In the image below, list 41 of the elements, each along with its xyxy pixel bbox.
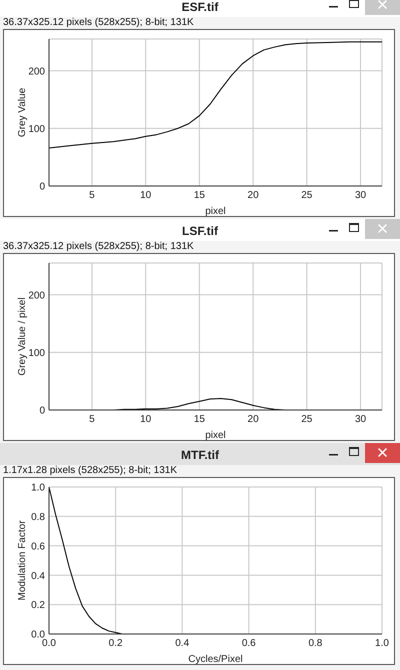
y-tick-label: 200 bbox=[28, 66, 46, 78]
y-tick-label: 200 bbox=[28, 290, 46, 302]
line-series bbox=[49, 41, 382, 148]
x-tick-label: 0.4 bbox=[175, 638, 190, 650]
x-tick-label: 5 bbox=[89, 414, 96, 426]
chart-subtitle: 36.37x325.12 pixels (528x255); 8-bit; 131K bbox=[3, 241, 194, 253]
x-axis-title: Cycles/Pixel bbox=[188, 654, 243, 665]
chart-subtitle: 36.37x325.12 pixels (528x255); 8-bit; 131K bbox=[3, 17, 194, 29]
y-tick-label: 0 bbox=[39, 406, 46, 417]
chart-title: LSF.tif bbox=[181, 224, 219, 239]
y-axis-title: Grey Value bbox=[17, 87, 28, 138]
x-tick-label: 15 bbox=[194, 414, 206, 426]
x-tick-label: 5 bbox=[89, 190, 96, 202]
x-tick-label: 15 bbox=[194, 190, 206, 202]
y-tick-label: 0.6 bbox=[31, 541, 46, 552]
x-tick-label: 20 bbox=[248, 190, 260, 202]
chart-title: ESF.tif bbox=[0, 0, 400, 15]
x-tick-label: 0.2 bbox=[108, 638, 123, 650]
y-axis-title: Grey Value / pixel bbox=[17, 297, 28, 376]
x-tick-label: 0.8 bbox=[308, 638, 323, 650]
y-tick-label: 100 bbox=[28, 124, 46, 135]
y-tick-label: 100 bbox=[28, 348, 46, 359]
y-tick-label: 0 bbox=[39, 182, 46, 193]
y-tick-label: 0.4 bbox=[31, 570, 46, 582]
y-tick-label: 0.2 bbox=[31, 600, 46, 612]
chart-subtitle: 1.17x1.28 pixels (528x255); 8-bit; 131K bbox=[3, 465, 177, 477]
x-tick-label: 30 bbox=[354, 190, 367, 202]
chart-title: MTF.tif bbox=[180, 448, 220, 463]
y-axis-title: Modulation Factor bbox=[17, 520, 28, 601]
x-tick-label: 1.0 bbox=[375, 638, 390, 650]
x-tick-label: 0.6 bbox=[242, 638, 256, 650]
x-tick-label: 25 bbox=[301, 414, 313, 426]
x-tick-label: 10 bbox=[140, 190, 152, 202]
x-tick-label: 10 bbox=[140, 414, 152, 426]
x-axis-title: pixel bbox=[205, 206, 226, 217]
y-tick-label: 0.8 bbox=[31, 512, 46, 523]
x-tick-label: 20 bbox=[248, 414, 260, 426]
x-axis-title: pixel bbox=[205, 430, 226, 441]
x-tick-label: 25 bbox=[301, 190, 313, 202]
y-tick-label: 1.0 bbox=[31, 482, 46, 494]
x-tick-label: 30 bbox=[354, 414, 367, 426]
